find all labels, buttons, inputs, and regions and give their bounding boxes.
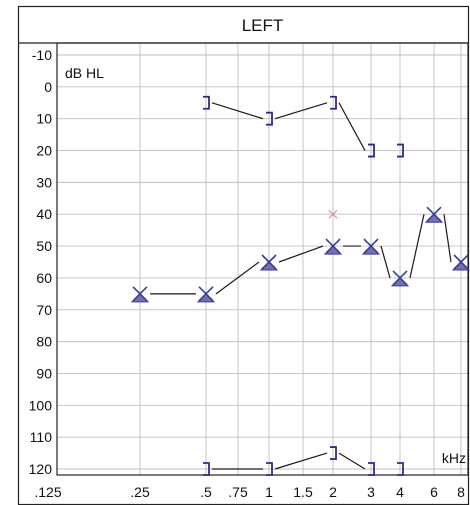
masked-bone-conduction-marker <box>203 95 210 110</box>
y-tick-label: 80 <box>36 334 52 350</box>
series-connector <box>274 102 328 120</box>
x-tick-label: 3 <box>367 484 375 500</box>
y-axis-label: dB HL <box>65 65 104 81</box>
y-tick-label: 60 <box>36 270 52 286</box>
masked-air-conduction-marker <box>259 254 279 271</box>
masked-air-conduction-marker <box>390 270 410 287</box>
y-tick-label: 30 <box>36 174 52 190</box>
series-connector <box>215 261 260 295</box>
x-axis-label: kHz <box>442 450 466 466</box>
x-tick-label: 8 <box>457 484 465 500</box>
chart-title: LEFT <box>242 16 284 35</box>
x-tick-label: 6 <box>430 484 438 500</box>
no-response-marker <box>330 446 337 460</box>
masked-air-conduction-marker <box>323 238 343 255</box>
y-tick-label: 20 <box>36 143 52 159</box>
x-tick-label: 1 <box>265 484 273 500</box>
no-response-marker <box>368 462 375 476</box>
y-tick-label: 100 <box>29 397 53 413</box>
x-axis-tick-labels: .125 .25 .5 .75 1 1.5 2 3 4 6 8 <box>34 484 465 500</box>
faint-mark <box>328 209 338 219</box>
series-connector <box>380 245 391 279</box>
frame <box>17 5 470 505</box>
series-connector <box>211 102 264 120</box>
masked-air-conduction-marker <box>451 254 470 271</box>
masked-bone-conduction-marker <box>368 143 375 158</box>
plot-border <box>56 42 469 476</box>
y-tick-label: 0 <box>44 79 52 95</box>
series-markers <box>130 95 470 476</box>
no-response-marker <box>266 462 273 476</box>
masked-bone-conduction-marker <box>397 143 404 158</box>
masked-air-conduction-marker <box>424 206 444 223</box>
series-connector <box>338 102 366 151</box>
series-connector <box>278 245 324 263</box>
x-tick-label: .75 <box>228 484 248 500</box>
no-response-marker <box>397 462 404 476</box>
series-connector <box>338 452 366 470</box>
y-tick-label: 50 <box>36 238 52 254</box>
masked-air-conduction-marker <box>196 286 216 303</box>
y-tick-label: 40 <box>36 206 52 222</box>
series-connector <box>443 214 452 263</box>
y-tick-label: 10 <box>36 111 52 127</box>
y-axis-tick-labels: -10 0 10 20 30 40 50 60 70 80 90 100 110 120 <box>29 47 53 477</box>
masked-air-conduction-marker <box>361 238 381 255</box>
grid <box>57 43 468 475</box>
x-tick-label: 2 <box>329 484 337 500</box>
x-tick-label: .5 <box>200 484 212 500</box>
y-tick-label: 110 <box>30 429 53 445</box>
y-tick-label: 90 <box>36 365 52 381</box>
x-tick-label: .25 <box>130 484 150 500</box>
masked-bone-conduction-marker <box>330 95 337 110</box>
y-tick-label: 70 <box>36 302 52 318</box>
series-connector <box>409 214 425 279</box>
series-lines <box>150 102 452 470</box>
outer-border <box>17 5 470 505</box>
no-response-marker <box>203 462 210 476</box>
y-tick-label: 120 <box>29 461 53 477</box>
x-tick-label: 4 <box>396 484 404 500</box>
masked-air-conduction-marker <box>130 286 150 303</box>
x-tick-label: .125 <box>34 484 61 500</box>
series-connector <box>274 452 328 470</box>
y-tick-label: -10 <box>32 47 52 63</box>
x-tick-label: 1.5 <box>293 484 313 500</box>
masked-bone-conduction-marker <box>266 111 273 126</box>
